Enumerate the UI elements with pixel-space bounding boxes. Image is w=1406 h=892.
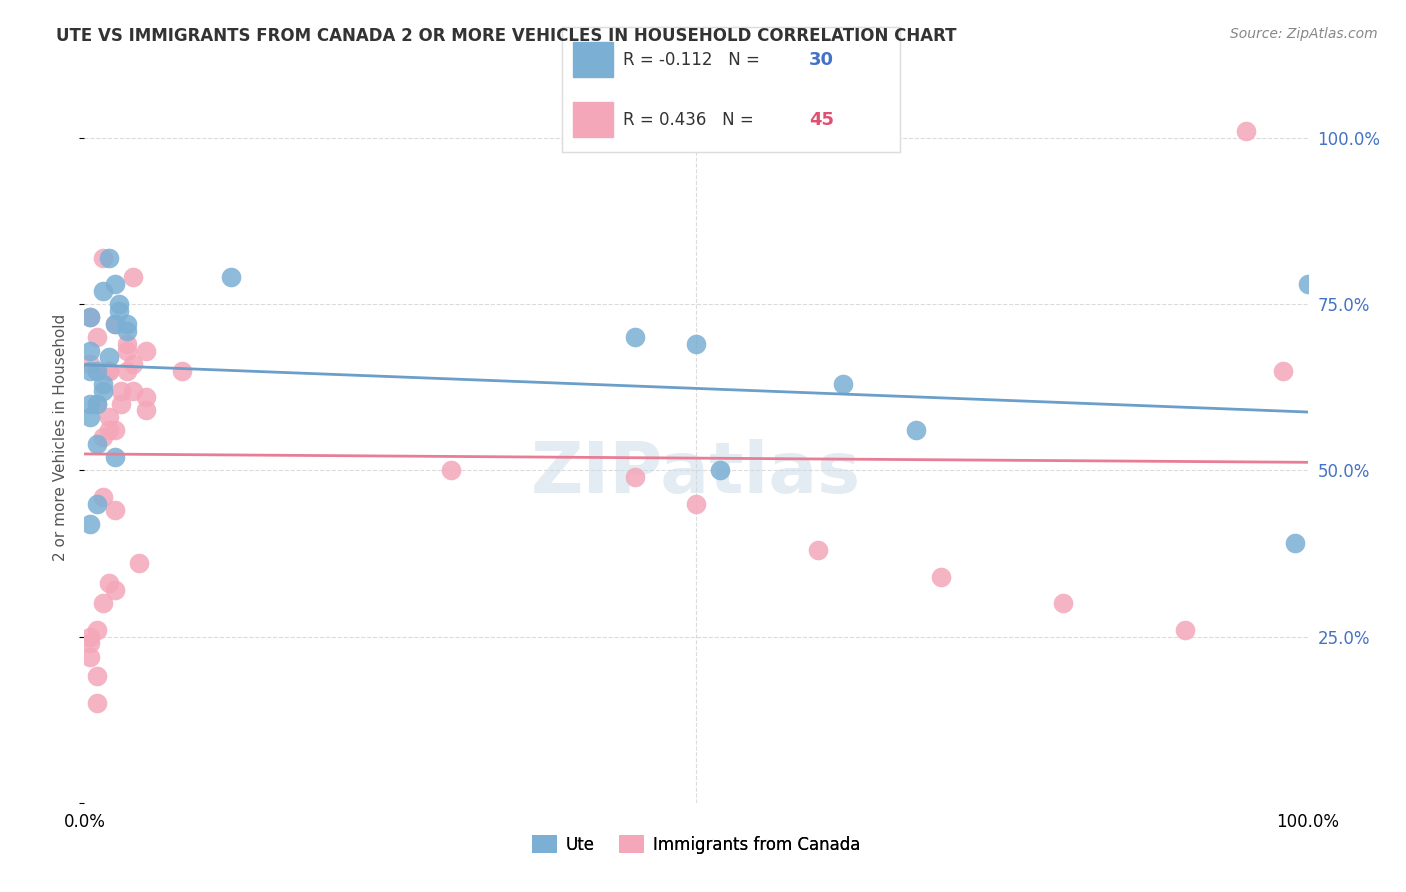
Point xyxy=(79,310,101,325)
Point xyxy=(79,310,101,325)
Point xyxy=(172,363,194,377)
Point xyxy=(91,430,114,444)
Point xyxy=(104,317,127,331)
Point xyxy=(79,649,101,664)
Point xyxy=(135,343,157,358)
Point xyxy=(97,363,120,377)
Point xyxy=(104,503,127,517)
Point xyxy=(110,397,132,411)
Point xyxy=(79,516,101,531)
Point xyxy=(624,470,647,484)
Point xyxy=(86,330,108,344)
Bar xyxy=(572,42,613,77)
Point xyxy=(91,596,114,610)
Point xyxy=(110,384,132,398)
Point xyxy=(128,557,150,571)
Point xyxy=(115,363,138,377)
Point xyxy=(91,284,114,298)
Point xyxy=(115,317,138,331)
Bar xyxy=(572,102,613,136)
Text: Source: ZipAtlas.com: Source: ZipAtlas.com xyxy=(1230,27,1378,41)
Point xyxy=(86,623,108,637)
Point xyxy=(905,424,928,438)
Point xyxy=(122,270,145,285)
Text: R = -0.112   N =: R = -0.112 N = xyxy=(623,52,765,70)
Point xyxy=(1052,596,1074,610)
Point xyxy=(97,351,120,365)
Point xyxy=(86,397,108,411)
Point xyxy=(79,410,101,425)
Point xyxy=(86,436,108,450)
Point xyxy=(79,357,101,371)
Point xyxy=(685,337,707,351)
Point xyxy=(91,251,114,265)
Point xyxy=(86,497,108,511)
Point xyxy=(1284,536,1306,550)
Text: R = 0.436   N =: R = 0.436 N = xyxy=(623,112,759,129)
Point xyxy=(104,450,127,464)
Point xyxy=(115,343,138,358)
Point xyxy=(97,251,120,265)
Point xyxy=(79,630,101,644)
Point xyxy=(104,424,127,438)
Point xyxy=(624,330,647,344)
Point xyxy=(91,490,114,504)
Point xyxy=(709,463,731,477)
Point xyxy=(219,270,242,285)
Point xyxy=(104,277,127,292)
Point xyxy=(831,376,853,391)
Point xyxy=(79,397,101,411)
Point xyxy=(135,403,157,417)
Point xyxy=(97,410,120,425)
Point xyxy=(135,390,157,404)
Point xyxy=(104,317,127,331)
Point xyxy=(1272,363,1295,377)
Legend: Ute, Immigrants from Canada: Ute, Immigrants from Canada xyxy=(526,829,866,860)
Point xyxy=(115,337,138,351)
Point xyxy=(97,576,120,591)
Point xyxy=(107,297,129,311)
Point xyxy=(107,303,129,318)
Point xyxy=(86,696,108,710)
Text: 30: 30 xyxy=(808,52,834,70)
Point xyxy=(685,497,707,511)
Point xyxy=(86,669,108,683)
Point xyxy=(1236,124,1258,138)
Text: ZIPatlas: ZIPatlas xyxy=(531,439,860,508)
Point xyxy=(97,363,120,377)
Point xyxy=(115,324,138,338)
Point xyxy=(122,384,145,398)
Point xyxy=(91,384,114,398)
Point xyxy=(97,424,120,438)
Point xyxy=(122,357,145,371)
Point xyxy=(79,363,101,377)
Point xyxy=(1174,623,1197,637)
Point xyxy=(929,570,952,584)
Point xyxy=(86,363,108,377)
Point xyxy=(86,397,108,411)
Point xyxy=(807,543,830,558)
Point xyxy=(1296,277,1319,292)
Point xyxy=(91,376,114,391)
Text: 45: 45 xyxy=(808,112,834,129)
Text: UTE VS IMMIGRANTS FROM CANADA 2 OR MORE VEHICLES IN HOUSEHOLD CORRELATION CHART: UTE VS IMMIGRANTS FROM CANADA 2 OR MORE … xyxy=(56,27,956,45)
Point xyxy=(104,582,127,597)
Point xyxy=(79,343,101,358)
Point xyxy=(440,463,463,477)
Point xyxy=(79,636,101,650)
Y-axis label: 2 or more Vehicles in Household: 2 or more Vehicles in Household xyxy=(52,313,67,561)
